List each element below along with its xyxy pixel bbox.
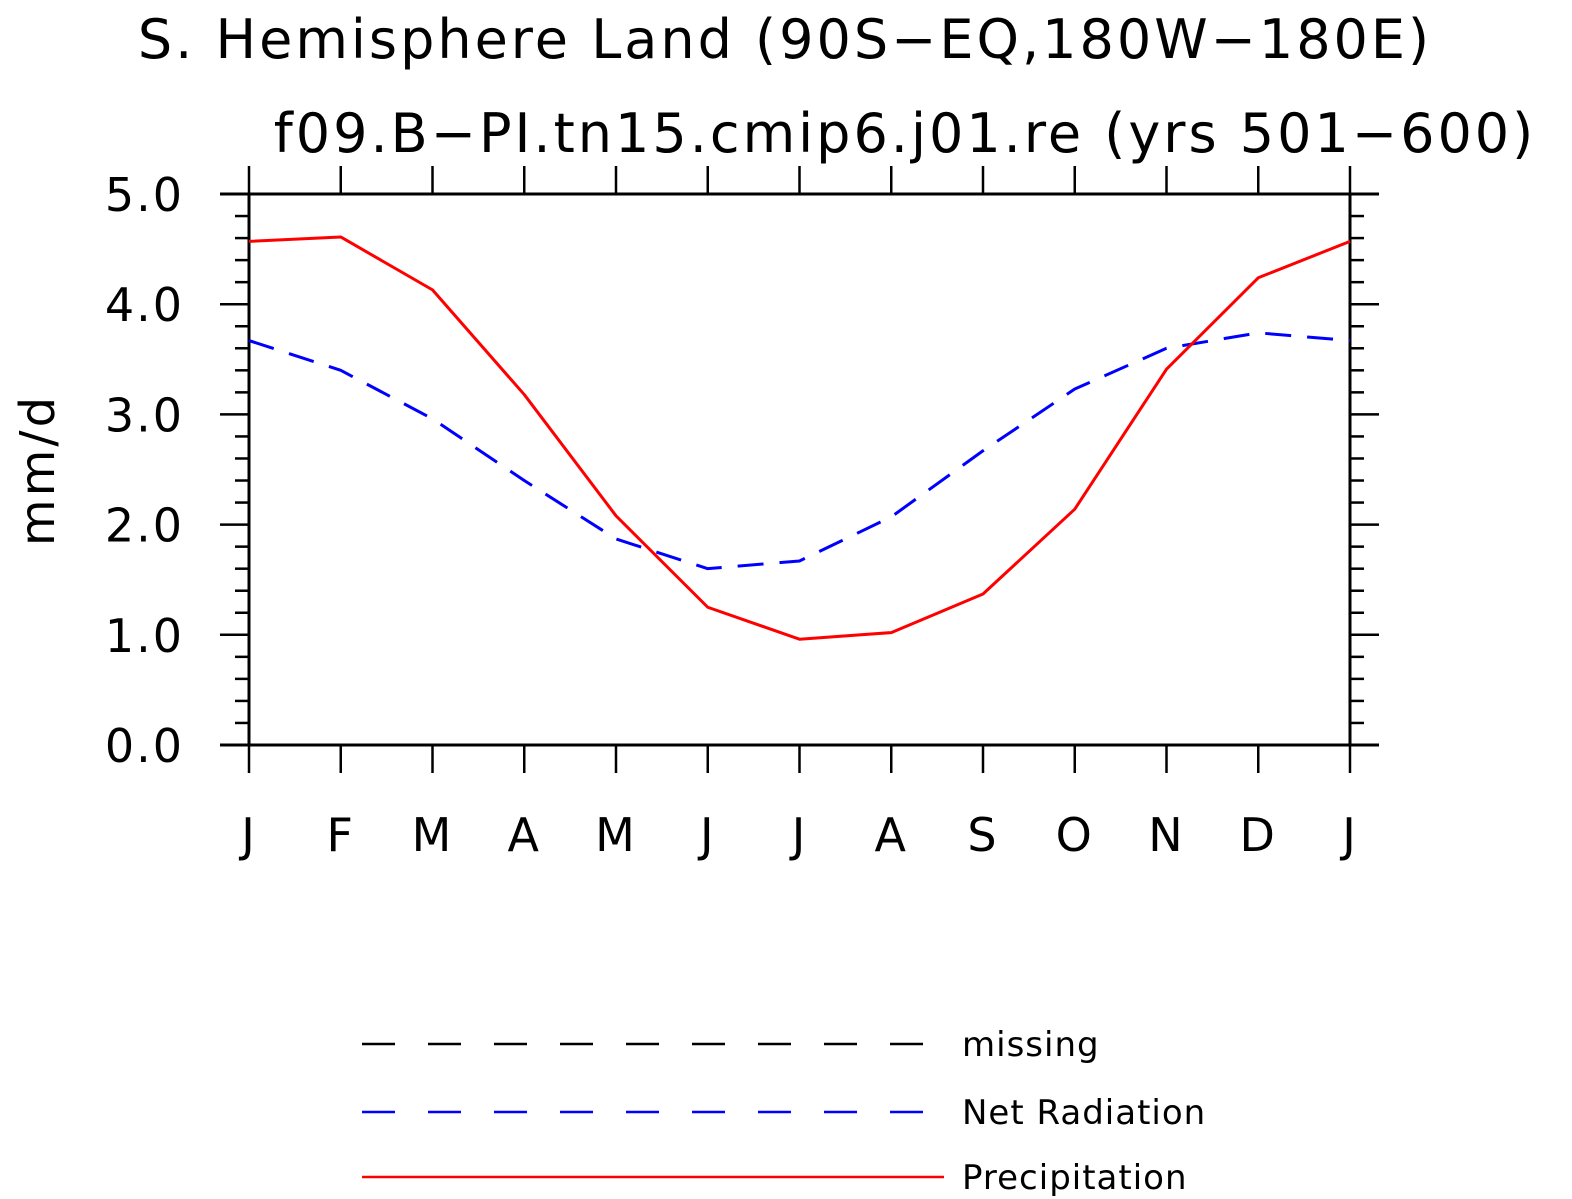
series-lines — [248, 235, 1351, 641]
x-tick-label: F — [327, 808, 355, 862]
precipitation-line — [248, 235, 1351, 641]
chart-title: S. Hemisphere Land (90S−EQ,180W−180E) — [138, 8, 1432, 71]
y-axis-label: mm/d — [10, 394, 66, 546]
x-tick-label: S — [967, 808, 998, 862]
x-tick-label: J — [238, 808, 257, 862]
net-radiation-line — [248, 331, 1351, 571]
y-tick-label: 5.0 — [105, 168, 184, 222]
legend-label-missing: missing — [962, 1025, 1100, 1065]
legend: missing Net Radiation Precipitation — [362, 1025, 1206, 1198]
y-tick-label: 1.0 — [105, 609, 184, 663]
y-tick-label: 2.0 — [105, 499, 184, 553]
y-tick-label: 4.0 — [105, 278, 184, 332]
x-tick-label: N — [1148, 808, 1184, 862]
x-tick-label: M — [595, 808, 637, 862]
y-tick-label: 3.0 — [105, 388, 184, 442]
plot-frame — [220, 192, 1379, 747]
x-tick-label: J — [697, 808, 716, 862]
legend-label-net-radiation: Net Radiation — [962, 1093, 1206, 1133]
x-tick-label: J — [789, 808, 808, 862]
x-tick-label: J — [1339, 808, 1358, 862]
x-tick-label: D — [1240, 808, 1277, 862]
y-axis-ticks: 0.0 1.0 2.0 3.0 4.0 5.0 — [105, 168, 1379, 773]
x-tick-label: A — [875, 808, 908, 862]
chart-subtitle: f09.B−PI.tn15.cmip6.j01.re (yrs 501−600) — [274, 102, 1536, 165]
x-tick-label: M — [412, 808, 454, 862]
legend-label-precipitation: Precipitation — [962, 1158, 1188, 1198]
plot-border — [247, 192, 1352, 747]
x-tick-label: O — [1056, 808, 1094, 862]
x-tick-label: A — [508, 808, 541, 862]
y-tick-label: 0.0 — [105, 719, 184, 773]
